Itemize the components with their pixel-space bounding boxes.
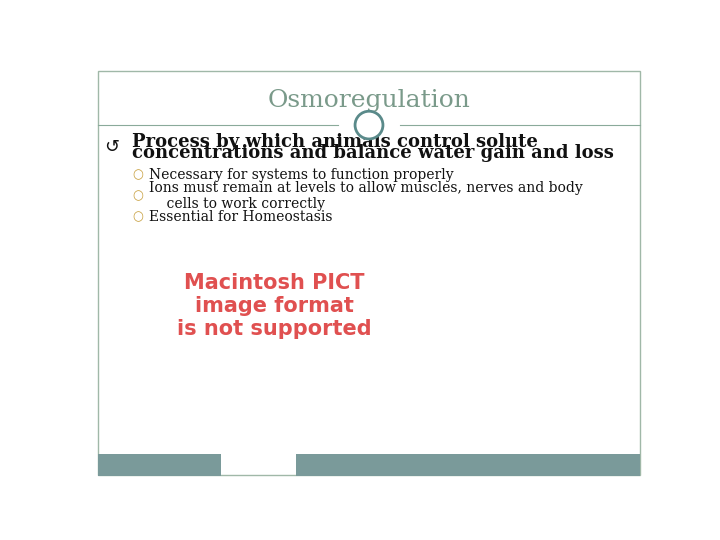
Text: Osmoregulation: Osmoregulation	[268, 89, 470, 112]
Text: Ions must remain at levels to allow muscles, nerves and body
    cells to work c: Ions must remain at levels to allow musc…	[148, 181, 582, 211]
Text: ○: ○	[132, 190, 143, 202]
Text: Necessary for systems to function properly: Necessary for systems to function proper…	[148, 168, 453, 182]
Bar	[297, 454, 639, 476]
Text: is not supported: is not supported	[177, 319, 372, 339]
Text: concentrations and balance water gain and loss: concentrations and balance water gain an…	[132, 144, 613, 163]
Text: Process by which animals control solute: Process by which animals control solute	[132, 133, 538, 151]
Text: Macintosh PICT: Macintosh PICT	[184, 273, 364, 293]
Text: ↺: ↺	[104, 138, 119, 156]
Text: Essential for Homeostasis: Essential for Homeostasis	[148, 210, 332, 224]
Text: ○: ○	[132, 210, 143, 223]
Ellipse shape	[355, 111, 383, 139]
Text: ○: ○	[132, 168, 143, 181]
Text: image format: image format	[194, 296, 354, 316]
Bar	[98, 454, 220, 476]
